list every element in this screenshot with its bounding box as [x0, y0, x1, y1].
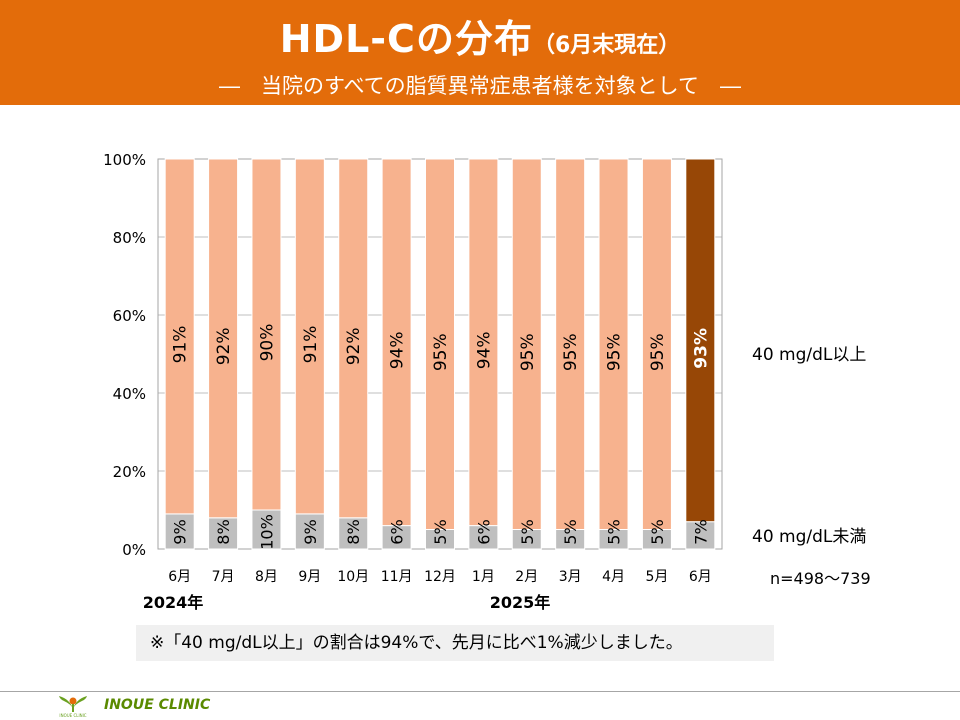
- data-label-below: 6%: [388, 519, 407, 544]
- data-label-above: 91%: [301, 326, 321, 364]
- bar-above-40: [641, 158, 672, 530]
- data-label-below: 6%: [474, 519, 493, 544]
- x-tick-label: 12月: [424, 569, 456, 585]
- data-label-below: 5%: [431, 519, 450, 544]
- x-tick-label: 10月: [337, 569, 369, 585]
- data-label-below: 9%: [301, 519, 320, 544]
- data-label-above: 94%: [474, 331, 494, 369]
- x-tick-label: 8月: [255, 569, 278, 585]
- data-label-below: 5%: [561, 519, 580, 544]
- bar-above-40: [208, 158, 239, 519]
- data-label-below: 10%: [257, 514, 276, 550]
- x-tick-label: 4月: [602, 569, 625, 585]
- clinic-logo-icon: INOUE CLINIC: [59, 696, 87, 718]
- data-label-above: 95%: [605, 333, 625, 371]
- bar-above-40: [468, 158, 499, 527]
- data-label-above: 95%: [431, 333, 451, 371]
- data-label-below: 5%: [648, 519, 667, 544]
- header-bar: [0, 0, 960, 105]
- x-tick-label: 9月: [298, 569, 321, 585]
- x-tick-label: 2月: [515, 569, 538, 585]
- bar-below-40: [685, 521, 716, 550]
- title-note: （6月末現在）: [532, 33, 681, 58]
- page-subtitle: ― 当院のすべての脂質異常症患者様を対象として ―: [218, 74, 742, 98]
- bar-above-40: [598, 158, 629, 530]
- y-tick-label: 0%: [122, 541, 146, 559]
- legend-above-40: 40 mg/dL以上: [752, 345, 866, 365]
- bar-above-40: [338, 158, 369, 519]
- stacked-bar-chart: 0% 20% 40% 60% 80% 100% 91% 9% 6月 92% 8% 7月 90% 10% 8月…: [103, 151, 871, 612]
- data-label-above: 93%: [691, 328, 711, 369]
- data-label-below: 8%: [344, 519, 363, 544]
- bar-below-40: [251, 509, 282, 550]
- data-label-above: 94%: [388, 331, 408, 369]
- y-tick-label: 60%: [113, 307, 146, 325]
- footer-divider: [0, 691, 960, 692]
- bar-below-40: [208, 517, 239, 550]
- legend-below-40: 40 mg/dL未満: [752, 527, 866, 547]
- bar-above-40: [381, 158, 412, 527]
- x-tick-label: 1月: [472, 569, 495, 585]
- logo-text: INOUE CLINIC: [59, 713, 86, 718]
- x-tick-label: 7月: [212, 569, 235, 585]
- data-label-above: 95%: [648, 333, 668, 371]
- data-label-above: 91%: [171, 326, 191, 364]
- x-tick-label: 6月: [689, 569, 712, 585]
- x-tick-label: 6月: [168, 569, 191, 585]
- data-label-below: 5%: [518, 519, 537, 544]
- year-label: 2025年: [490, 593, 551, 612]
- sample-size-annotation: n=498～739: [770, 569, 871, 588]
- title-main: HDL-Cの分布: [279, 17, 533, 61]
- bar-above-40: [555, 158, 586, 530]
- data-label-above: 95%: [561, 333, 581, 371]
- bar-above-40: [294, 158, 325, 515]
- data-label-above: 92%: [214, 328, 234, 366]
- bar-above-40: [164, 158, 195, 515]
- data-label-above: 92%: [344, 328, 364, 366]
- clinic-name: INOUE CLINIC: [104, 697, 211, 713]
- x-tick-label: 11月: [381, 569, 413, 585]
- bar-above-40: [511, 158, 542, 530]
- data-label-below: 7%: [691, 519, 710, 544]
- summary-note: ※「40 mg/dL以上」の割合は94%で、先月に比べ1%減少しました。: [136, 625, 774, 661]
- x-tick-label: 3月: [559, 569, 582, 585]
- y-tick-label: 20%: [113, 463, 146, 481]
- bar-below-40: [294, 513, 325, 550]
- data-label-above: 95%: [518, 333, 538, 371]
- data-label-below: 8%: [214, 519, 233, 544]
- year-label: 2024年: [143, 593, 204, 612]
- data-label-above: 90%: [257, 324, 277, 362]
- data-label-below: 5%: [605, 519, 624, 544]
- y-tick-label: 80%: [113, 229, 146, 247]
- bar-below-40: [338, 517, 369, 550]
- y-tick-label: 40%: [113, 385, 146, 403]
- bar-above-40: [425, 158, 455, 530]
- y-tick-label: 100%: [103, 151, 146, 169]
- bar-above-40: [685, 158, 716, 523]
- bar-above-40: [251, 158, 282, 511]
- x-tick-label: 5月: [645, 569, 668, 585]
- page-title: HDL-Cの分布（6月末現在）: [0, 8, 960, 63]
- data-label-below: 9%: [171, 519, 190, 544]
